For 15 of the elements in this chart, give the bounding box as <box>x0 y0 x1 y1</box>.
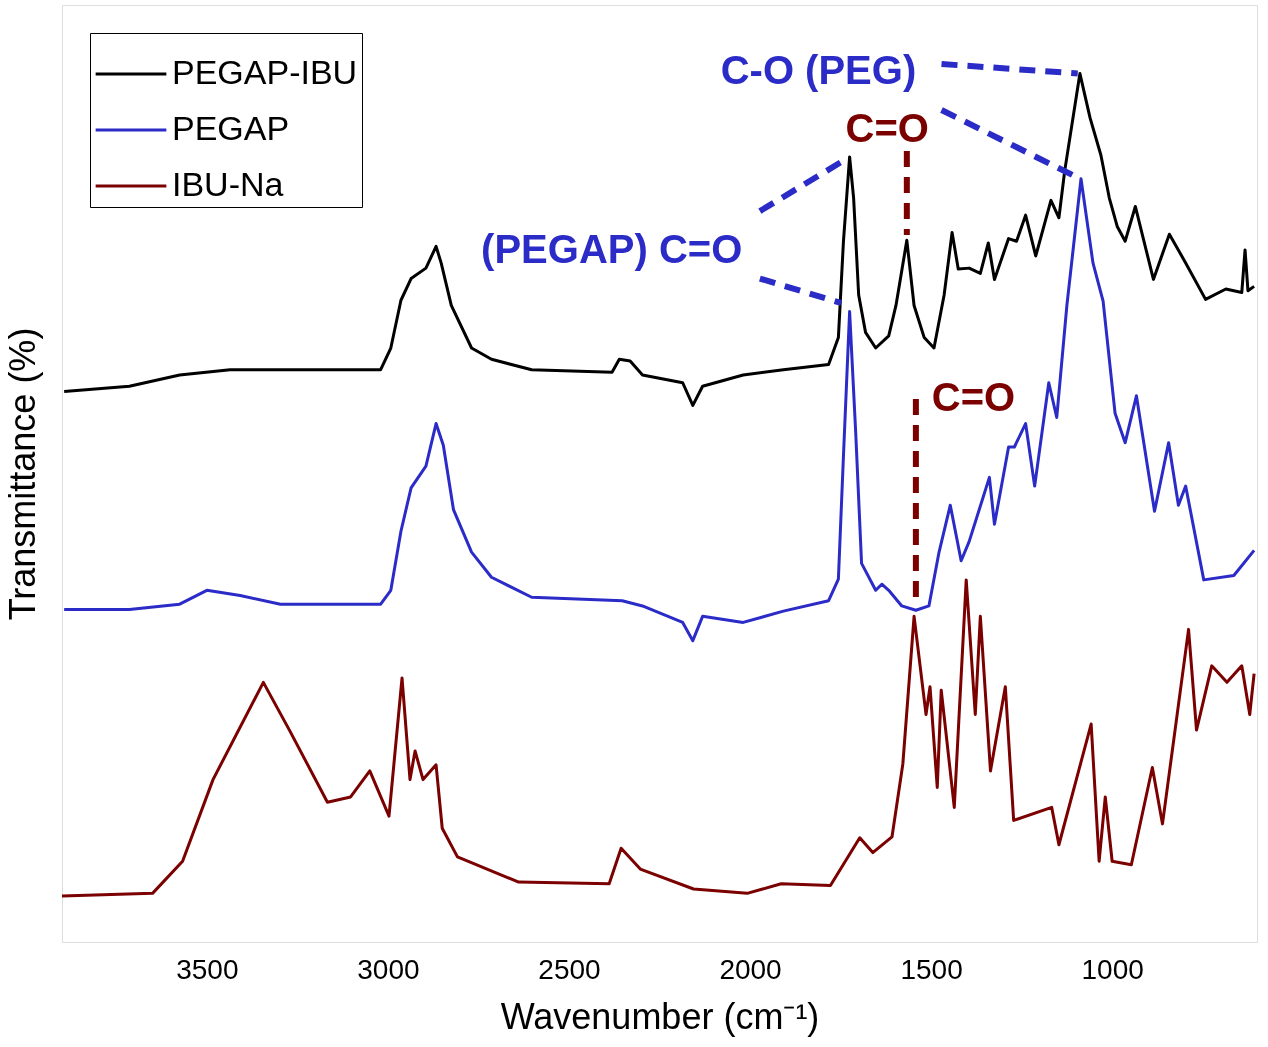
y-axis-title: Transmittance (%) <box>1 327 43 621</box>
x-tick-label: 1000 <box>1081 953 1144 985</box>
annotation: C=O <box>845 106 929 151</box>
x-tick-label: 3500 <box>176 953 239 985</box>
x-tick-label: 2500 <box>538 953 601 985</box>
x-tick-label: 2000 <box>719 953 782 985</box>
legend-label: IBU-Na <box>172 165 284 203</box>
annotation: C=O <box>931 374 1016 419</box>
legend-label: PEGAP-IBU <box>172 53 358 91</box>
annotation: (PEGAP) C=O <box>481 227 743 272</box>
annotation: C-O (PEG) <box>720 47 917 92</box>
legend-label: PEGAP <box>172 109 290 147</box>
x-axis-title: Wavenumber (cm⁻¹) <box>500 995 820 1037</box>
x-tick-label: 1500 <box>900 953 963 985</box>
x-tick-label: 3000 <box>357 953 420 985</box>
